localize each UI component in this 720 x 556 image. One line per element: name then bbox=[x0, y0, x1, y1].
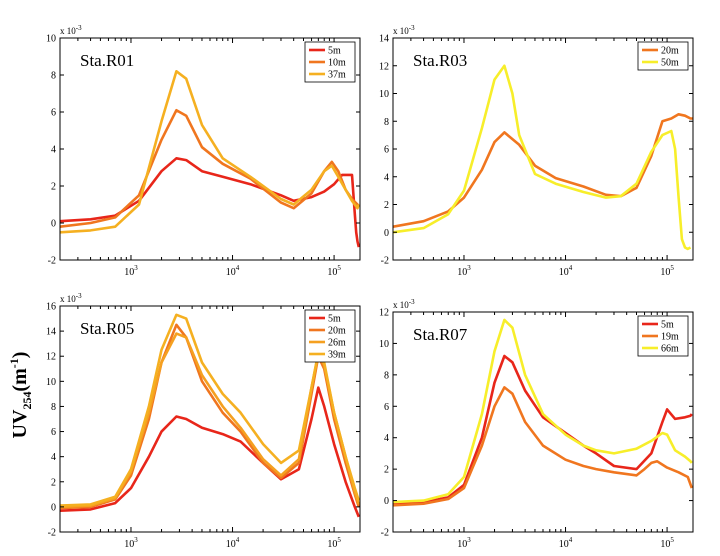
x-tick-label: 104 bbox=[559, 536, 573, 550]
x-tick-label: 105 bbox=[327, 536, 341, 550]
y-tick-label: 12 bbox=[379, 308, 389, 319]
y-tick-label: 0 bbox=[384, 228, 389, 239]
legend-label: 50m bbox=[661, 58, 679, 69]
y-tick-label: 10 bbox=[46, 377, 56, 388]
series-line-50m bbox=[393, 64, 692, 251]
y-tick-label: 14 bbox=[379, 34, 389, 45]
x-tick-label: 105 bbox=[327, 264, 341, 278]
chart-panel-4: -2 0 2 4 6 8 10 12 103 104 105 x 10-3 Sta.R07 5m19m66… bbox=[379, 298, 694, 550]
station-title: Sta.R01 bbox=[80, 51, 134, 70]
series-line-5m bbox=[393, 354, 693, 505]
y-tick-label: 4 bbox=[384, 172, 389, 183]
legend-label: 26m bbox=[328, 338, 346, 349]
y-tick-label: 8 bbox=[51, 71, 56, 82]
x-tick-label: 105 bbox=[660, 536, 674, 550]
y-tick-label: 2 bbox=[51, 477, 56, 488]
y-tick-label: 0 bbox=[51, 219, 56, 230]
legend-label: 66m bbox=[661, 344, 679, 355]
y-tick-label: 6 bbox=[51, 427, 56, 438]
y-tick-label: 12 bbox=[379, 61, 389, 72]
axis-scale-label: x 10-3 bbox=[60, 292, 82, 304]
y-tick-label: 8 bbox=[384, 370, 389, 381]
axis-scale-label: x 10-3 bbox=[393, 24, 415, 36]
y-tick-label: 4 bbox=[51, 145, 56, 156]
y-tick-label: 0 bbox=[384, 496, 389, 507]
y-tick-label: 12 bbox=[46, 352, 56, 363]
legend-label: 5m bbox=[661, 320, 674, 331]
y-tick-label: 6 bbox=[51, 108, 56, 119]
y-tick-label: -2 bbox=[48, 528, 56, 539]
series-line-5m bbox=[60, 157, 360, 248]
x-tick-label: 103 bbox=[457, 536, 471, 550]
legend-label: 20m bbox=[328, 326, 346, 337]
y-tick-label: 2 bbox=[51, 182, 56, 193]
y-tick-label: -2 bbox=[381, 256, 389, 267]
y-tick-label: 6 bbox=[384, 145, 389, 156]
axis-scale-label: x 10-3 bbox=[393, 298, 415, 310]
series-line-5m bbox=[60, 386, 360, 518]
y-tick-label: 10 bbox=[379, 89, 389, 100]
y-tick-label: 8 bbox=[51, 402, 56, 413]
chart-panel-2: -2 0 2 4 6 8 10 12 14 103 104 105 x 10-3 Sta.R03 20m50… bbox=[379, 24, 694, 278]
legend-label: 5m bbox=[328, 46, 341, 57]
y-tick-label: 0 bbox=[51, 502, 56, 513]
y-tick-label: 14 bbox=[46, 327, 56, 338]
x-tick-label: 104 bbox=[226, 264, 240, 278]
x-tick-label: 103 bbox=[457, 264, 471, 278]
station-title: Sta.R03 bbox=[413, 51, 467, 70]
legend-label: 20m bbox=[661, 46, 679, 57]
y-axis-label: UV254(m-1) bbox=[7, 352, 34, 439]
x-tick-label: 104 bbox=[559, 264, 573, 278]
y-tick-label: 4 bbox=[51, 452, 56, 463]
y-tick-label: 4 bbox=[384, 433, 389, 444]
y-tick-label: 2 bbox=[384, 465, 389, 476]
legend-box bbox=[637, 41, 689, 71]
legend-label: 10m bbox=[328, 58, 346, 69]
y-tick-label: -2 bbox=[48, 256, 56, 267]
station-title: Sta.R05 bbox=[80, 319, 134, 338]
y-tick-label: 16 bbox=[46, 302, 56, 313]
legend-label: 19m bbox=[661, 332, 679, 343]
legend-label: 37m bbox=[328, 70, 346, 81]
x-tick-label: 103 bbox=[124, 264, 138, 278]
series-line-37m bbox=[60, 70, 360, 234]
series-line-66m bbox=[393, 318, 693, 504]
station-title: Sta.R07 bbox=[413, 325, 468, 344]
x-tick-label: 104 bbox=[226, 536, 240, 550]
axis-scale-label: x 10-3 bbox=[60, 24, 82, 36]
y-tick-label: 10 bbox=[46, 34, 56, 45]
y-tick-label: 6 bbox=[384, 402, 389, 413]
legend-label: 5m bbox=[328, 314, 341, 325]
y-tick-label: 2 bbox=[384, 200, 389, 211]
series-line-10m bbox=[60, 108, 360, 228]
y-tick-label: 10 bbox=[379, 339, 389, 350]
y-tick-label: 8 bbox=[384, 117, 389, 128]
x-tick-label: 103 bbox=[124, 536, 138, 550]
x-tick-label: 105 bbox=[660, 264, 674, 278]
series-line-39m bbox=[60, 313, 360, 507]
series-line-19m bbox=[393, 386, 693, 507]
series-line-20m bbox=[393, 113, 693, 228]
plot-frame bbox=[392, 37, 694, 261]
y-tick-label: -2 bbox=[381, 528, 389, 539]
legend-label: 39m bbox=[328, 350, 346, 361]
